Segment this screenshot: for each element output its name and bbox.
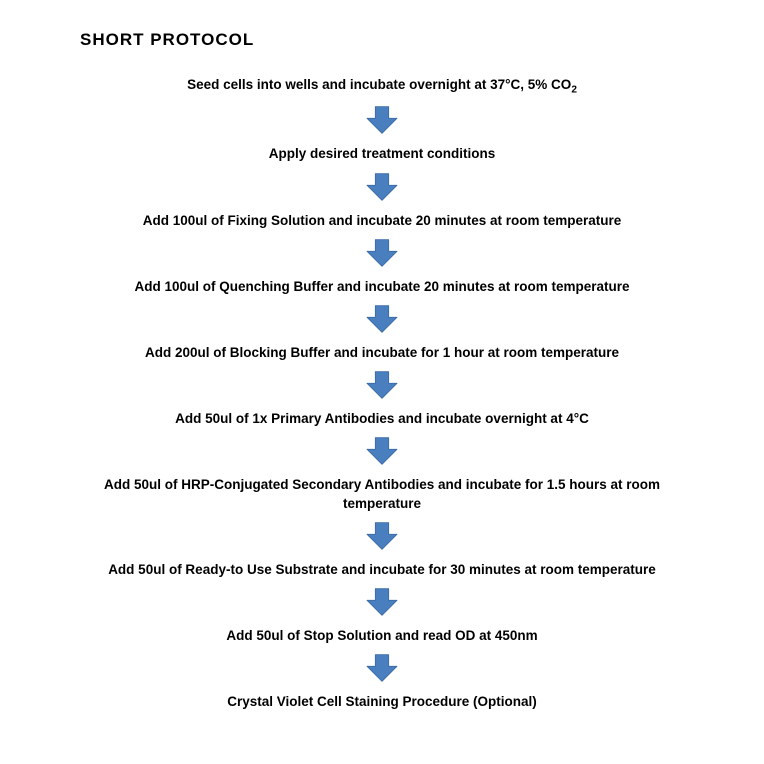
flow-arrow — [365, 521, 399, 551]
flow-step: Add 50ul of Stop Solution and read OD at… — [226, 627, 537, 645]
flow-arrow — [365, 238, 399, 268]
flow-arrow — [365, 105, 399, 135]
down-arrow-icon — [365, 653, 399, 683]
flow-step: Seed cells into wells and incubate overn… — [187, 76, 577, 97]
down-arrow-icon — [365, 172, 399, 202]
protocol-page: SHORT PROTOCOL Seed cells into wells and… — [0, 0, 764, 736]
flow-arrow — [365, 436, 399, 466]
flow-arrow — [365, 172, 399, 202]
flow-step: Add 100ul of Fixing Solution and incubat… — [143, 212, 622, 230]
flow-arrow — [365, 370, 399, 400]
flowchart: Seed cells into wells and incubate overn… — [40, 70, 724, 716]
down-arrow-icon — [365, 105, 399, 135]
flow-arrow — [365, 587, 399, 617]
flow-step: Crystal Violet Cell Staining Procedure (… — [227, 693, 537, 711]
down-arrow-icon — [365, 587, 399, 617]
flow-step: Add 50ul of HRP-Conjugated Secondary Ant… — [102, 476, 662, 512]
flow-step: Add 50ul of Ready-to Use Substrate and i… — [108, 561, 656, 579]
flow-step: Apply desired treatment conditions — [269, 145, 496, 163]
down-arrow-icon — [365, 238, 399, 268]
down-arrow-icon — [365, 304, 399, 334]
flow-arrow — [365, 653, 399, 683]
subscript: 2 — [571, 85, 577, 96]
flow-step: Add 100ul of Quenching Buffer and incuba… — [134, 278, 629, 296]
page-title: SHORT PROTOCOL — [80, 30, 724, 50]
flow-step: Add 200ul of Blocking Buffer and incubat… — [145, 344, 619, 362]
down-arrow-icon — [365, 370, 399, 400]
flow-step: Add 50ul of 1x Primary Antibodies and in… — [175, 410, 589, 428]
down-arrow-icon — [365, 521, 399, 551]
flow-arrow — [365, 304, 399, 334]
down-arrow-icon — [365, 436, 399, 466]
